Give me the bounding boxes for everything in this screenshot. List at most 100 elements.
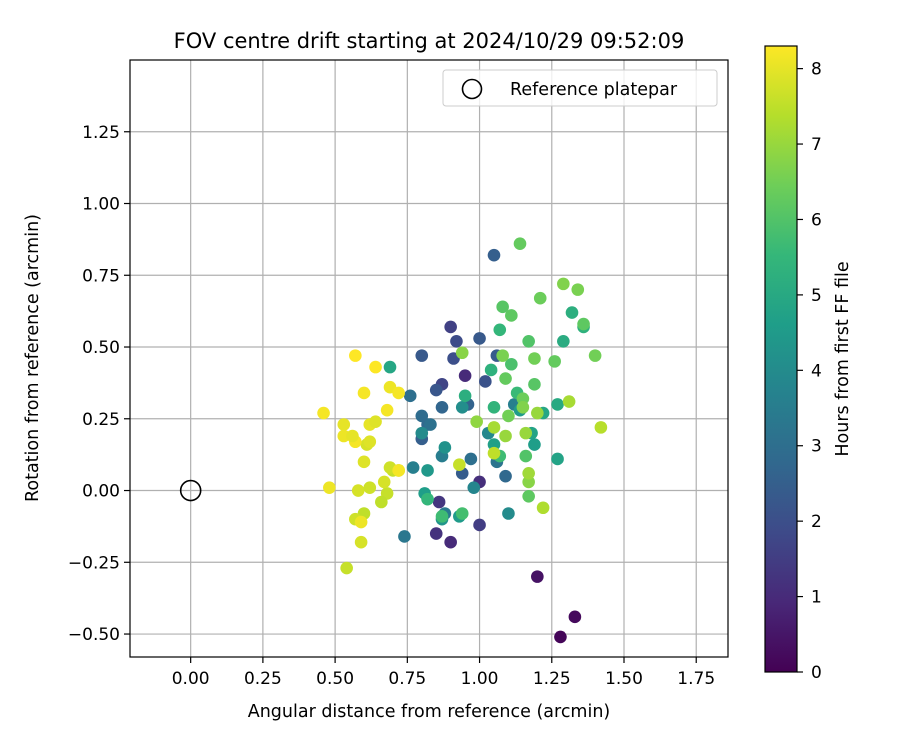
data-point xyxy=(340,561,353,575)
data-point xyxy=(487,400,501,414)
data-point xyxy=(557,277,570,291)
colorbar-tick-label: 2 xyxy=(811,512,822,532)
data-point xyxy=(467,481,481,494)
data-point xyxy=(375,495,388,509)
x-tick-label: 0.50 xyxy=(316,669,354,689)
data-point xyxy=(479,375,492,388)
y-axis-ticks: −0.50 −0.25 0.00 0.25 0.50 0.75 1.00 1.25 xyxy=(68,123,130,645)
data-point xyxy=(415,409,429,423)
x-axis-label: Angular distance from reference (arcmin) xyxy=(248,702,611,722)
x-tick-label: 0.75 xyxy=(388,669,426,689)
data-point xyxy=(533,291,547,305)
data-point xyxy=(444,320,457,334)
data-point xyxy=(415,349,429,362)
data-point xyxy=(432,495,446,509)
y-tick-label: 0.00 xyxy=(82,482,120,502)
data-point xyxy=(406,461,420,474)
y-tick-label: 0.50 xyxy=(82,338,120,358)
data-point xyxy=(455,507,469,520)
data-point xyxy=(519,449,533,463)
data-point xyxy=(531,570,544,583)
data-point xyxy=(528,378,541,391)
data-point xyxy=(444,535,457,549)
x-tick-label: 1.50 xyxy=(605,669,643,689)
data-point xyxy=(577,317,590,331)
data-point xyxy=(528,352,541,365)
data-point xyxy=(450,334,463,348)
colorbar-ticks: 0 1 2 3 4 5 6 7 8 xyxy=(797,60,822,683)
data-point xyxy=(421,492,434,506)
data-point xyxy=(337,429,351,443)
data-point xyxy=(588,349,602,362)
y-tick-label: −0.50 xyxy=(68,625,120,645)
data-point xyxy=(392,464,405,477)
data-point xyxy=(502,409,515,423)
data-point xyxy=(522,475,535,489)
data-point xyxy=(438,441,452,454)
data-point xyxy=(551,452,564,466)
y-tick-label: 1.25 xyxy=(82,123,120,143)
data-point xyxy=(487,446,501,460)
data-point xyxy=(551,398,564,411)
data-point xyxy=(496,349,509,362)
data-point xyxy=(337,418,351,431)
colorbar-tick-label: 7 xyxy=(811,135,822,155)
data-point xyxy=(505,357,518,371)
data-point xyxy=(421,464,434,477)
x-tick-label: 0.25 xyxy=(244,669,282,689)
data-point xyxy=(429,383,443,397)
data-point xyxy=(455,400,469,414)
data-point xyxy=(496,300,509,314)
data-point xyxy=(377,475,391,489)
data-point xyxy=(392,386,405,400)
y-tick-label: 0.25 xyxy=(82,410,120,430)
data-point xyxy=(531,406,544,420)
data-point xyxy=(380,403,394,417)
legend: Reference platepar xyxy=(442,69,718,107)
data-point xyxy=(568,610,582,624)
data-point xyxy=(505,309,518,322)
data-point xyxy=(453,458,466,471)
x-axis-ticks: 0.00 0.25 0.50 0.75 1.00 1.25 1.50 1.75 xyxy=(172,657,715,689)
data-point xyxy=(398,530,411,543)
data-point xyxy=(536,501,550,515)
data-point xyxy=(594,421,608,434)
data-point xyxy=(369,360,382,374)
data-point xyxy=(383,360,397,374)
data-point xyxy=(499,372,512,385)
colorbar-tick-label: 0 xyxy=(811,663,822,683)
data-point xyxy=(513,237,527,250)
data-point xyxy=(522,489,535,503)
colorbar-tick-label: 4 xyxy=(811,361,822,381)
data-point xyxy=(487,248,501,262)
x-tick-label: 1.75 xyxy=(677,669,715,689)
data-point xyxy=(458,389,472,403)
data-point xyxy=(470,415,483,428)
data-point xyxy=(429,527,443,540)
data-point xyxy=(484,363,498,377)
data-point xyxy=(464,452,478,466)
y-tick-label: −0.25 xyxy=(68,553,120,573)
y-tick-label: 0.75 xyxy=(82,266,120,286)
data-points xyxy=(317,237,608,644)
data-point xyxy=(565,306,579,319)
data-point xyxy=(354,535,368,549)
data-point xyxy=(502,507,515,520)
chart-title: FOV centre drift starting at 2024/10/29 … xyxy=(174,29,685,53)
data-point xyxy=(357,386,371,400)
data-point xyxy=(562,395,576,408)
data-point xyxy=(554,630,567,644)
y-tick-label: 1.00 xyxy=(82,195,120,215)
axes-frame xyxy=(129,59,729,658)
plot-area: 0.00 0.25 0.50 0.75 1.00 1.25 1.50 1.75 −0.50−0… xyxy=(68,59,729,689)
data-point xyxy=(522,334,535,348)
data-point xyxy=(455,346,469,360)
data-point xyxy=(435,510,449,523)
colorbar-tick-label: 8 xyxy=(811,60,822,80)
data-point xyxy=(415,426,429,440)
data-point xyxy=(323,481,336,494)
data-point xyxy=(363,435,377,449)
data-point xyxy=(557,334,570,348)
data-point xyxy=(499,429,512,443)
